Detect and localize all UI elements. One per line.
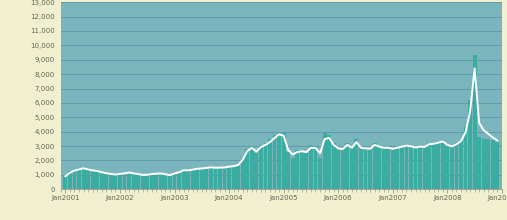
Bar — [322, 133, 327, 189]
Bar — [255, 153, 258, 189]
Bar — [259, 145, 263, 189]
Bar — [423, 147, 426, 189]
Bar — [477, 138, 481, 189]
Bar — [359, 147, 363, 189]
Bar — [313, 146, 317, 189]
Bar — [350, 147, 354, 189]
Bar — [286, 152, 290, 189]
Bar — [495, 142, 499, 189]
Bar — [118, 173, 122, 189]
Bar — [182, 169, 186, 189]
Bar — [405, 145, 408, 189]
Bar — [132, 174, 135, 189]
Bar — [68, 170, 72, 189]
Bar — [450, 147, 454, 189]
Bar — [223, 168, 227, 189]
Bar — [114, 175, 117, 189]
Bar — [409, 146, 413, 189]
Bar — [336, 147, 340, 189]
Bar — [123, 173, 126, 189]
Bar — [86, 170, 90, 189]
Bar — [213, 168, 218, 189]
Bar — [141, 176, 144, 189]
Bar — [414, 147, 417, 189]
Bar — [127, 172, 131, 189]
Bar — [204, 168, 208, 189]
Bar — [391, 149, 395, 189]
Bar — [291, 158, 295, 189]
Bar — [473, 55, 477, 189]
Bar — [209, 167, 213, 189]
Bar — [482, 139, 486, 189]
Bar — [250, 146, 254, 189]
Bar — [172, 173, 176, 189]
Bar — [296, 150, 299, 189]
Bar — [354, 139, 358, 189]
Bar — [146, 175, 149, 189]
Bar — [200, 168, 204, 189]
Bar — [63, 176, 67, 189]
Bar — [332, 143, 336, 189]
Bar — [400, 146, 404, 189]
Bar — [264, 143, 267, 189]
Bar — [109, 174, 113, 189]
Bar — [454, 143, 458, 189]
Bar — [77, 168, 81, 189]
Bar — [273, 135, 276, 189]
Bar — [459, 140, 463, 189]
Bar — [318, 158, 322, 189]
Bar — [136, 175, 140, 189]
Bar — [186, 170, 190, 189]
Bar — [73, 169, 77, 189]
Bar — [368, 149, 372, 189]
Bar — [427, 143, 431, 189]
Bar — [91, 170, 95, 189]
Bar — [100, 173, 104, 189]
Bar — [432, 143, 436, 189]
Bar — [446, 146, 449, 189]
Bar — [418, 146, 422, 189]
Bar — [163, 175, 167, 189]
Bar — [82, 167, 86, 189]
Bar — [300, 152, 304, 189]
Bar — [104, 173, 108, 189]
Bar — [191, 170, 195, 189]
Bar — [177, 172, 181, 189]
Bar — [364, 149, 368, 189]
Bar — [236, 165, 240, 189]
Bar — [282, 133, 285, 189]
Bar — [232, 166, 236, 189]
Bar — [486, 139, 490, 189]
Bar — [227, 166, 231, 189]
Bar — [268, 139, 272, 189]
Bar — [345, 143, 349, 189]
Bar — [341, 149, 345, 189]
Bar — [309, 145, 313, 189]
Bar — [373, 143, 377, 189]
Bar — [195, 168, 199, 189]
Bar — [437, 142, 440, 189]
Bar — [377, 146, 381, 189]
Bar — [245, 149, 249, 189]
Bar — [168, 176, 172, 189]
Bar — [95, 170, 99, 189]
Bar — [305, 153, 308, 189]
Bar — [386, 147, 390, 189]
Bar — [382, 147, 386, 189]
Bar — [395, 147, 400, 189]
Bar — [218, 168, 222, 189]
Bar — [150, 174, 154, 189]
Bar — [241, 158, 245, 189]
Bar — [441, 140, 445, 189]
Bar — [277, 132, 281, 189]
Bar — [463, 127, 467, 189]
Bar — [468, 100, 472, 189]
Bar — [327, 135, 331, 189]
Bar — [491, 140, 495, 189]
Bar — [155, 173, 158, 189]
Bar — [159, 173, 163, 189]
